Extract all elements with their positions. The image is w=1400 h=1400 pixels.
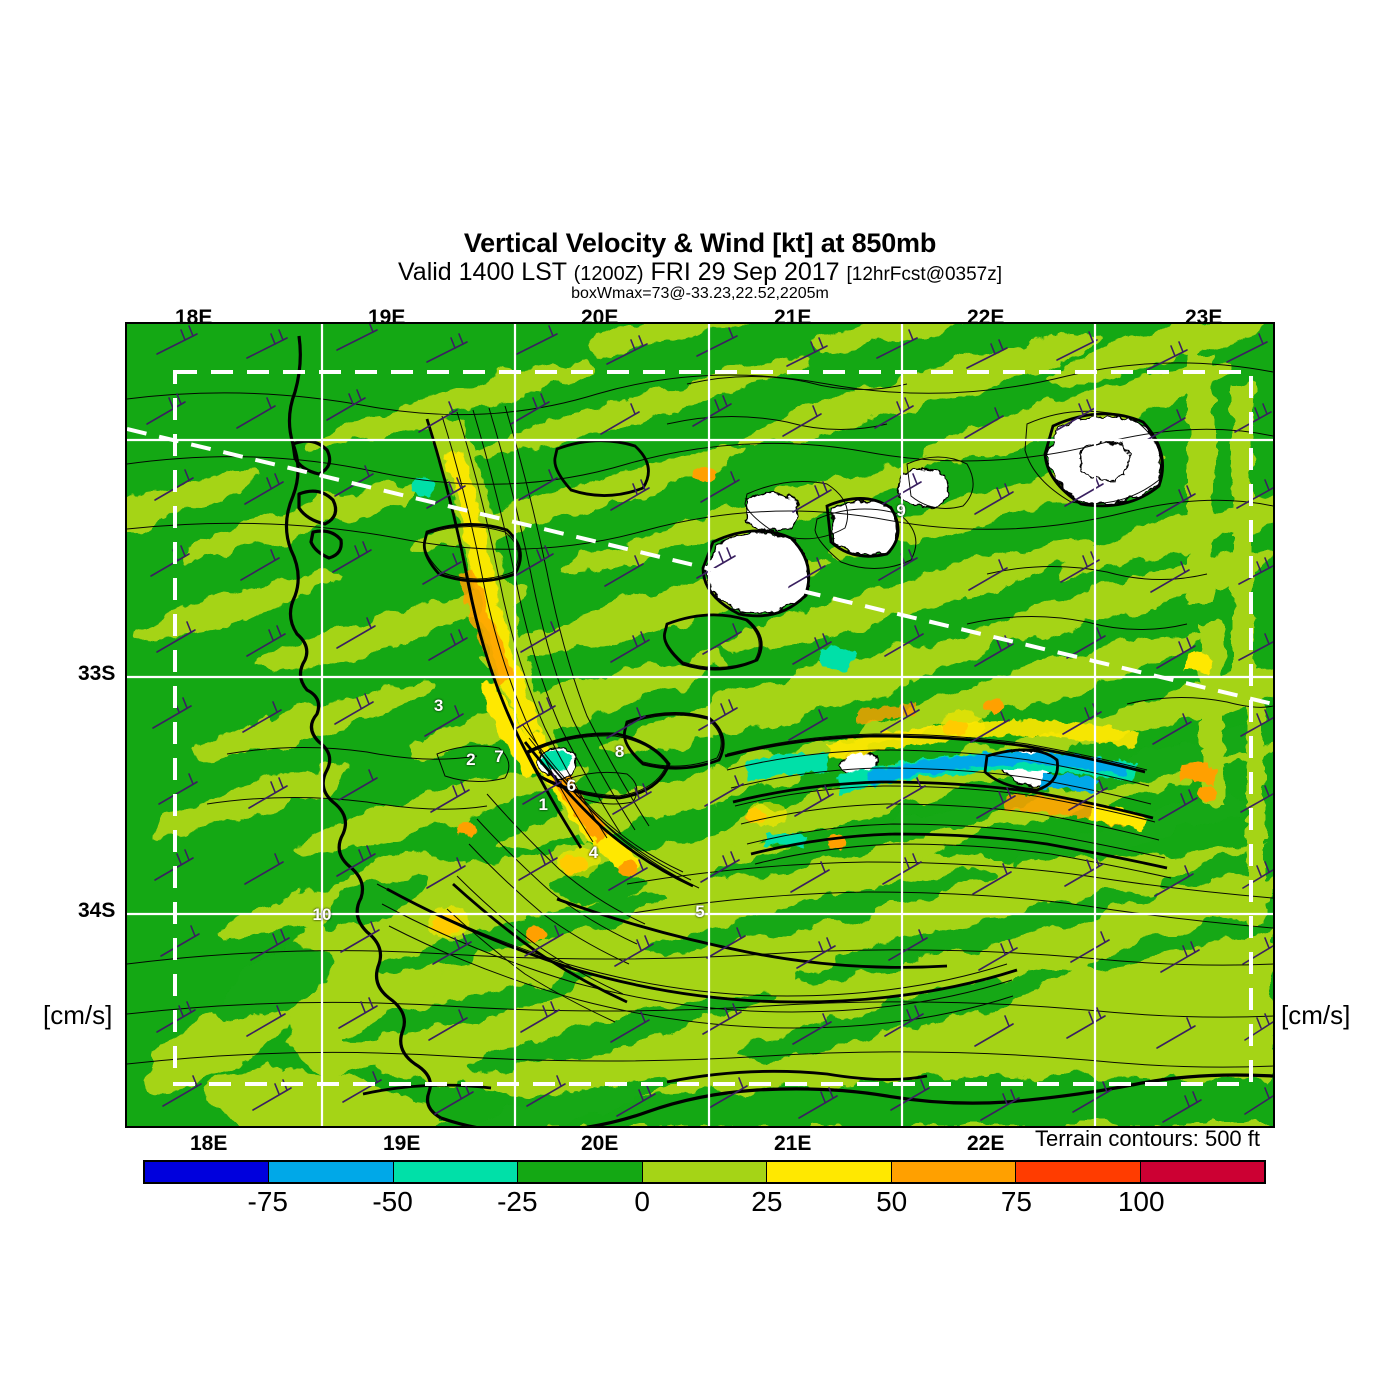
colorbar-tick-25: 25 — [751, 1186, 783, 1217]
colorbar-segment-5 — [767, 1162, 892, 1182]
colorbar-tick-100: 100 — [1117, 1186, 1165, 1217]
colorbar-tick-labels: -75 -50 -25 0 25 50 75 100 — [143, 1186, 1266, 1220]
site-marker-4[interactable]: 4 — [588, 843, 599, 863]
site-marker-3[interactable]: 3 — [433, 696, 444, 716]
colorbar-tick--50: -50 — [372, 1186, 413, 1217]
colorbar-tick-75: 75 — [1000, 1186, 1033, 1217]
colorbar-segment-6 — [891, 1162, 1017, 1182]
units-label-left: [cm/s] — [43, 1000, 113, 1030]
colorbar-tick--75: -75 — [247, 1186, 288, 1217]
colorbar-segment-7 — [1016, 1162, 1141, 1182]
colorbar-segment-0 — [145, 1162, 270, 1182]
colorbar-tick-50: 50 — [876, 1186, 908, 1217]
colorbar-tick-0: 0 — [634, 1186, 650, 1217]
valid-prefix: Valid 1400 LST — [397, 258, 574, 286]
colorbar-tick--25: -25 — [497, 1186, 538, 1217]
valid-zulu: (1200Z) — [573, 263, 644, 285]
vertical-velocity-map — [127, 324, 1273, 1126]
site-marker-9[interactable]: 9 — [896, 501, 906, 521]
axis-label-lon-bottom-18e: 18E — [190, 1132, 228, 1155]
site-marker-1[interactable]: 1 — [538, 795, 548, 815]
page-title: Vertical Velocity & Wind [kt] at 850mb — [463, 228, 937, 258]
valid-time-line: Valid 1400 LST (1200Z) FRI 29 Sep 2017 [… — [0, 258, 1400, 287]
colorbar-segment-2 — [393, 1162, 519, 1182]
colorbar-segment-4 — [642, 1162, 768, 1182]
axis-label-lon-bottom-21e: 21E — [774, 1132, 812, 1155]
map-canvas[interactable]: 1 2 3 4 5 6 7 8 9 10 — [125, 322, 1275, 1128]
colorbar[interactable] — [143, 1160, 1266, 1184]
units-label-right: [cm/s] — [1281, 1000, 1351, 1030]
colorbar-segment-8 — [1140, 1162, 1264, 1182]
boxwmax-label: boxWmax=73@-33.23,22.52,2205m — [571, 285, 829, 302]
map-clip: 1 2 3 4 5 6 7 8 9 10 — [127, 324, 1273, 1126]
site-marker-8[interactable]: 8 — [614, 741, 625, 761]
site-marker-10[interactable]: 10 — [312, 904, 332, 924]
site-marker-7[interactable]: 7 — [494, 747, 504, 767]
site-marker-2[interactable]: 2 — [466, 749, 476, 769]
colorbar-segment-3 — [518, 1162, 643, 1182]
axis-label-lon-bottom-19e: 19E — [383, 1132, 421, 1155]
colorbar-segment-1 — [269, 1162, 394, 1182]
axis-label-lat-left-33s: 33S — [78, 662, 116, 685]
valid-date: FRI 29 Sep 2017 — [643, 258, 847, 286]
site-marker-6[interactable]: 6 — [566, 776, 577, 796]
axis-label-lat-left-34s: 34S — [78, 899, 116, 922]
terrain-contour-note: Terrain contours: 500 ft — [1035, 1126, 1261, 1151]
axis-label-lon-bottom-22e: 22E — [967, 1132, 1005, 1155]
site-marker-5[interactable]: 5 — [695, 902, 705, 922]
axis-label-lon-bottom-20e: 20E — [581, 1132, 619, 1155]
forecast-tag: [12hrFcst@0357z] — [846, 264, 1003, 285]
